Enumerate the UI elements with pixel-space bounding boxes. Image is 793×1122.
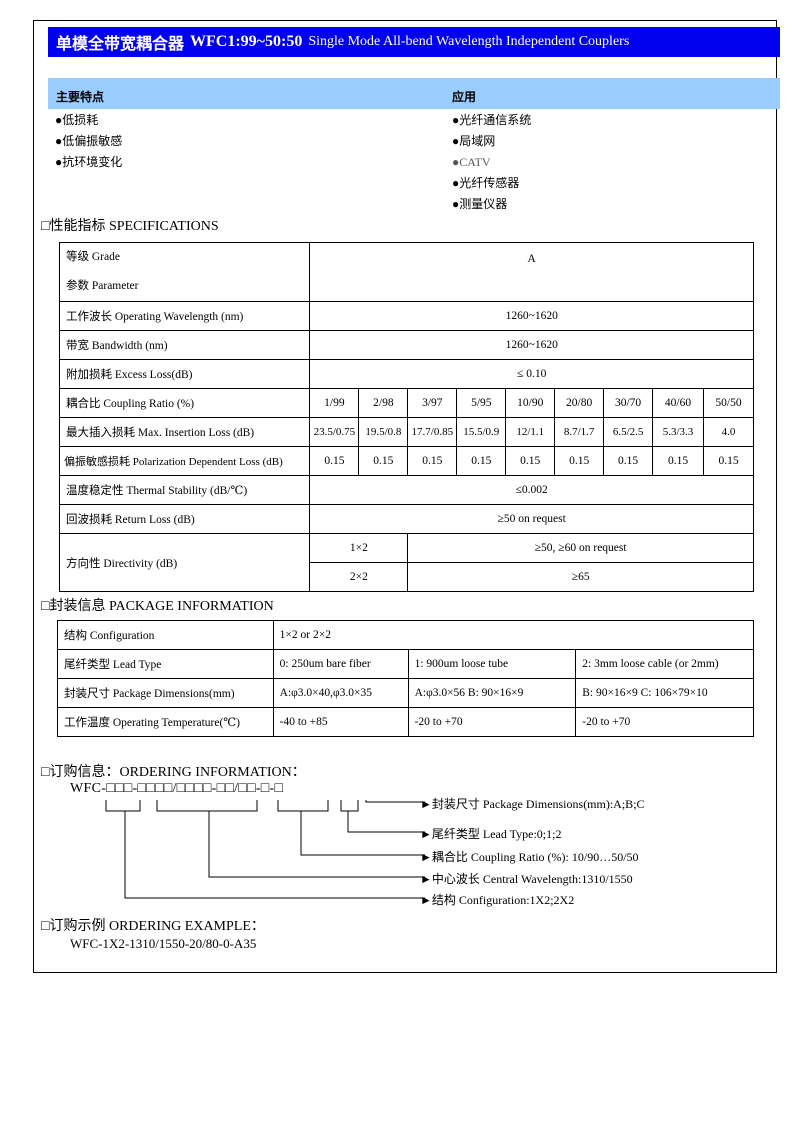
features-header: 主要特点 应用 (48, 78, 780, 109)
pdl-cell: 0.15 (309, 446, 360, 476)
coupling-ratio-label: 耦合比 Coupling Ratio (%) (58, 388, 311, 418)
applications-heading: 应用 (452, 90, 477, 104)
package-value: A:φ3.0×40,φ3.0×35 (272, 678, 409, 708)
pdl-cell: 0.15 (603, 446, 654, 476)
applications-list: ●光纤通信系统 ●局域网 ●CATV ●光纤传感器 ●测量仪器 (452, 110, 531, 215)
application-item: ●光纤传感器 (452, 176, 520, 190)
insertion-loss-cell: 4.0 (703, 417, 754, 447)
spec-value: ≤ 0.10 (309, 359, 754, 389)
order-label-lead-type: ►尾纤类型 Lead Type:0;1;2 (420, 827, 562, 841)
example-heading: □订购示例 ORDERING EXAMPLE： (41, 919, 265, 934)
title-bar: 单模全带宽耦合器 WFC1:99~50:50 Single Mode All-ben… (48, 27, 780, 57)
title-en: Single Mode All-bend Wavelength Independ… (308, 34, 630, 49)
parameter-label: 参数 Parameter (66, 280, 139, 292)
package-value: -40 to +85 (272, 707, 409, 737)
application-item: ●光纤通信系统 (452, 113, 532, 127)
pdl-label: 偏振敏感损耗 Polarization Dependent Loss (dB) (58, 446, 311, 476)
package-value: 1: 900um loose tube (407, 649, 577, 679)
specifications-table: 等级 Grade 参数 Parameter A 工作波长 Operating Wav… (58, 242, 754, 592)
order-label-wavelength: ►中心波长 Central Wavelength:1310/1550 (420, 872, 633, 886)
coupling-ratios-cell: 40/60 (652, 388, 704, 418)
insertion-loss-cell: 19.5/0.8 (358, 417, 409, 447)
pdl-cell: 0.15 (358, 446, 409, 476)
spec-label: 带宽 Bandwidth (nm) (58, 330, 311, 360)
package-value: 1×2 or 2×2 (272, 620, 755, 650)
application-item: ●局域网 (452, 134, 496, 148)
feature-item: ●低损耗 (55, 113, 99, 127)
order-label-coupling: ►耦合比 Coupling Ratio (%): 10/90…50/50 (420, 850, 639, 864)
specifications-heading: □性能指标 SPECIFICATIONS (41, 219, 219, 234)
directivity-config: 2×2 (309, 562, 409, 592)
example-code: WFC-1X2-1310/1550-20/80-0-A35 (70, 936, 257, 951)
spec-value: 1260~1620 (309, 301, 754, 331)
package-value: -20 to +70 (407, 707, 577, 737)
title-cn: 单模全带宽耦合器 (56, 36, 185, 53)
insertion-loss-cell: 15.5/0.9 (456, 417, 507, 447)
return-loss-label: 回波损耗 Return Loss (dB) (58, 504, 311, 534)
features-heading: 主要特点 (56, 90, 105, 104)
package-table: 结构 Configuration 1×2 or 2×2 尾纤类型 Lead Typ… (57, 620, 755, 737)
directivity-label: 方向性 Directivity (dB) (58, 533, 311, 592)
package-label: 结构 Configuration (57, 620, 274, 650)
coupling-ratios-cell: 30/70 (603, 388, 654, 418)
directivity-value: ≥50, ≥60 on request (407, 533, 754, 563)
order-label-configuration: ►结构 Configuration:1X2;2X2 (420, 893, 575, 907)
application-item: ●测量仪器 (452, 197, 508, 211)
grade-label: 等级 Grade (66, 251, 120, 263)
spec-label: 工作波长 Operating Wavelength (nm) (58, 301, 311, 331)
feature-item: ●低偏振敏感 (55, 134, 123, 148)
page-frame (33, 20, 777, 973)
application-item: ●CATV (452, 155, 491, 169)
insertion-loss-cell: 17.7/0.85 (407, 417, 458, 447)
ordering-heading: □订购信息：ORDERING INFORMATION： (41, 765, 306, 780)
coupling-ratios-cell: 5/95 (456, 388, 507, 418)
package-value: A:φ3.0×56 B: 90×16×9 (407, 678, 577, 708)
order-label-package: ►封装尺寸 Package Dimensions(mm):A;B;C (420, 797, 645, 811)
thermal-value: ≤0.002 (309, 475, 754, 505)
features-list: ●低损耗 ●低偏振敏感 ●抗环境变化 (55, 110, 122, 173)
feature-item: ●抗环境变化 (55, 155, 123, 169)
package-value: 2: 3mm loose cable (or 2mm) (575, 649, 754, 679)
ordering-code: WFC-□□□-□□□□/□□□□-□□/□□-□-□ (70, 781, 284, 796)
insertion-loss-cell: 12/1.1 (505, 417, 556, 447)
insertion-loss-label: 最大插入损耗 Max. Insertion Loss (dB) (58, 417, 311, 447)
package-heading: □封装信息 PACKAGE INFORMATION (41, 599, 274, 614)
title-model: WFC1:99~50:50 (190, 33, 303, 50)
insertion-loss-cell: 6.5/2.5 (603, 417, 654, 447)
package-label: 封装尺寸 Package Dimensions(mm) (57, 678, 274, 708)
spec-label: 附加损耗 Excess Loss(dB) (58, 359, 311, 389)
package-label: 工作温度 Operating Temperature(℃) (57, 707, 274, 737)
package-value: -20 to +70 (575, 707, 754, 737)
pdl-cell: 0.15 (456, 446, 507, 476)
pdl-cell: 0.15 (505, 446, 556, 476)
coupling-ratios-cell: 1/99 (309, 388, 360, 418)
directivity-value: ≥65 (407, 562, 754, 592)
package-label: 尾纤类型 Lead Type (57, 649, 274, 679)
